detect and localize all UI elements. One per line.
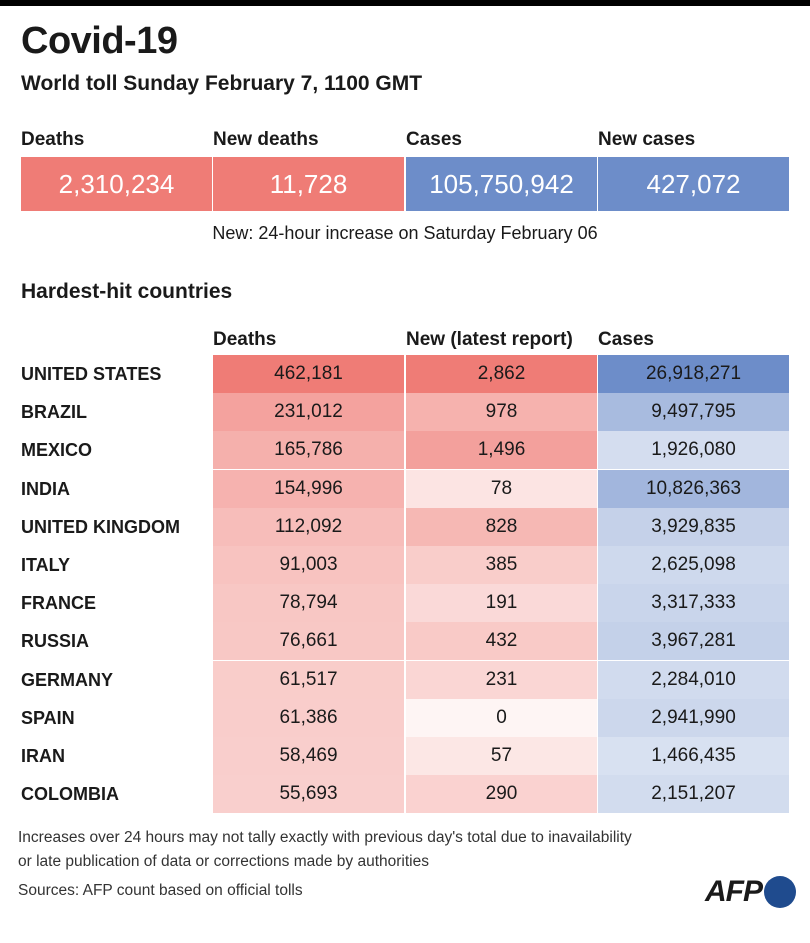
country-name: INDIA [21, 478, 70, 499]
table-row: FRANCE 78,794 191 3,317,333 [0, 584, 810, 623]
deaths-cell: 61,386 [213, 698, 404, 737]
new-deaths-cell: 57 [406, 737, 597, 775]
new-deaths-cell: 432 [406, 622, 597, 661]
deaths-cell: 76,661 [213, 622, 404, 661]
country-name: IRAN [21, 746, 65, 766]
new-deaths-cell: 231 [406, 660, 597, 699]
summary-note: New: 24-hour increase on Saturday Februa… [212, 223, 598, 243]
country-name: ITALY [21, 555, 71, 575]
table-row: COLOMBIA 55,693 290 2,151,207 [0, 775, 810, 814]
deaths-cell: 61,517 [213, 660, 404, 699]
afp-logo-text: AFP [705, 875, 763, 908]
cases-cell: 2,284,010 [598, 660, 789, 699]
cases-cell: 3,929,835 [598, 507, 789, 546]
source-note: Sources: AFP count based on official tol… [18, 882, 303, 899]
footnote-line: or late publication of data or correctio… [18, 853, 429, 870]
deaths-cell: 165,786 [213, 431, 404, 470]
deaths-cell: 154,996 [213, 469, 404, 508]
deaths-cell: 78,794 [213, 584, 404, 623]
cases-cell: 2,151,207 [598, 775, 789, 814]
country-name: RUSSIA [21, 631, 90, 652]
afp-logo-disc-icon [764, 876, 796, 908]
new-deaths-cell: 2,862 [406, 355, 597, 393]
deaths-cell: 112,092 [213, 507, 404, 546]
new-deaths-cell: 978 [406, 393, 597, 432]
table-row: INDIA 154,996 78 10,826,363 [0, 469, 810, 508]
footnote: Increases over 24 hours may not tally ex… [18, 826, 632, 874]
table-row: IRAN 58,469 57 1,466,435 [0, 737, 810, 775]
summary-value-deaths: 2,310,234 [21, 157, 212, 211]
table-row: UNITED KINGDOM 112,092 828 3,929,835 [0, 507, 810, 546]
summary-label-cases: Cases [406, 129, 462, 150]
country-name: MEXICO [21, 440, 93, 461]
new-deaths-cell: 191 [406, 584, 597, 623]
cases-cell: 1,926,080 [598, 431, 789, 470]
country-name: UNITED STATES [21, 364, 162, 384]
cases-cell: 10,826,363 [598, 469, 789, 508]
table-row: UNITED STATES 462,181 2,862 26,918,271 [0, 355, 810, 393]
top-bar [0, 0, 810, 6]
new-deaths-cell: 385 [406, 546, 597, 584]
cases-cell: 9,497,795 [598, 393, 789, 432]
summary-label-new-deaths: New deaths [213, 129, 319, 150]
country-name: FRANCE [21, 593, 96, 614]
cases-cell: 2,941,990 [598, 698, 789, 737]
country-name: GERMANY [21, 669, 114, 690]
country-name: UNITED KINGDOM [21, 516, 180, 537]
country-name: BRAZIL [21, 402, 87, 423]
table-row: RUSSIA 76,661 432 3,967,281 [0, 622, 810, 661]
new-deaths-cell: 828 [406, 507, 597, 546]
cases-cell: 2,625,098 [598, 546, 789, 584]
summary-value-new-cases: 427,072 [598, 157, 789, 211]
chart-title: Covid-19 [21, 20, 178, 62]
deaths-cell: 55,693 [213, 775, 404, 814]
deaths-cell: 231,012 [213, 393, 404, 432]
new-deaths-cell: 290 [406, 775, 597, 814]
section-title: Hardest-hit countries [21, 280, 233, 303]
new-deaths-cell: 0 [406, 698, 597, 737]
column-header-new: New (latest report) [406, 329, 573, 350]
column-header-cases: Cases [598, 329, 654, 350]
summary-label-new-cases: New cases [598, 129, 696, 150]
deaths-cell: 91,003 [213, 546, 404, 584]
column-header-deaths: Deaths [213, 329, 277, 350]
country-name: SPAIN [21, 707, 75, 728]
deaths-cell: 58,469 [213, 737, 404, 775]
summary-value-cases: 105,750,942 [406, 157, 597, 211]
new-deaths-cell: 1,496 [406, 431, 597, 470]
table-row: MEXICO 165,786 1,496 1,926,080 [0, 431, 810, 470]
deaths-cell: 462,181 [213, 355, 404, 393]
summary-label-deaths: Deaths [21, 129, 85, 150]
chart-subtitle: World toll Sunday February 7, 1100 GMT [21, 72, 423, 95]
cases-cell: 3,967,281 [598, 622, 789, 661]
cases-cell: 3,317,333 [598, 584, 789, 623]
afp-logo: AFP [705, 873, 796, 911]
table-row: ITALY 91,003 385 2,625,098 [0, 546, 810, 584]
cases-cell: 26,918,271 [598, 355, 789, 393]
summary-value-new-deaths: 11,728 [213, 157, 404, 211]
table-row: BRAZIL 231,012 978 9,497,795 [0, 393, 810, 432]
cases-cell: 1,466,435 [598, 737, 789, 775]
table-row: GERMANY 61,517 231 2,284,010 [0, 660, 810, 699]
new-deaths-cell: 78 [406, 469, 597, 508]
footnote-line: Increases over 24 hours may not tally ex… [18, 829, 632, 846]
table-row: SPAIN 61,386 0 2,941,990 [0, 698, 810, 737]
country-name: COLOMBIA [21, 784, 119, 805]
